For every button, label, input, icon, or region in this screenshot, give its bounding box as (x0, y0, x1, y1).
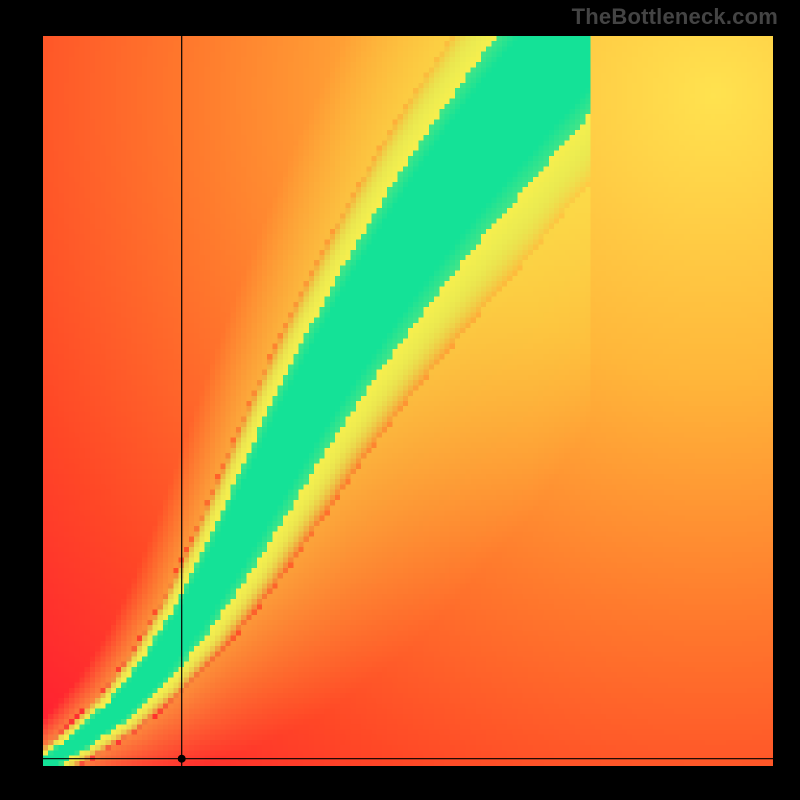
heatmap-plot (43, 36, 773, 766)
heatmap-canvas (43, 36, 773, 766)
watermark-text: TheBottleneck.com (572, 4, 778, 30)
page-root: { "watermark": { "text": "TheBottleneck.… (0, 0, 800, 800)
